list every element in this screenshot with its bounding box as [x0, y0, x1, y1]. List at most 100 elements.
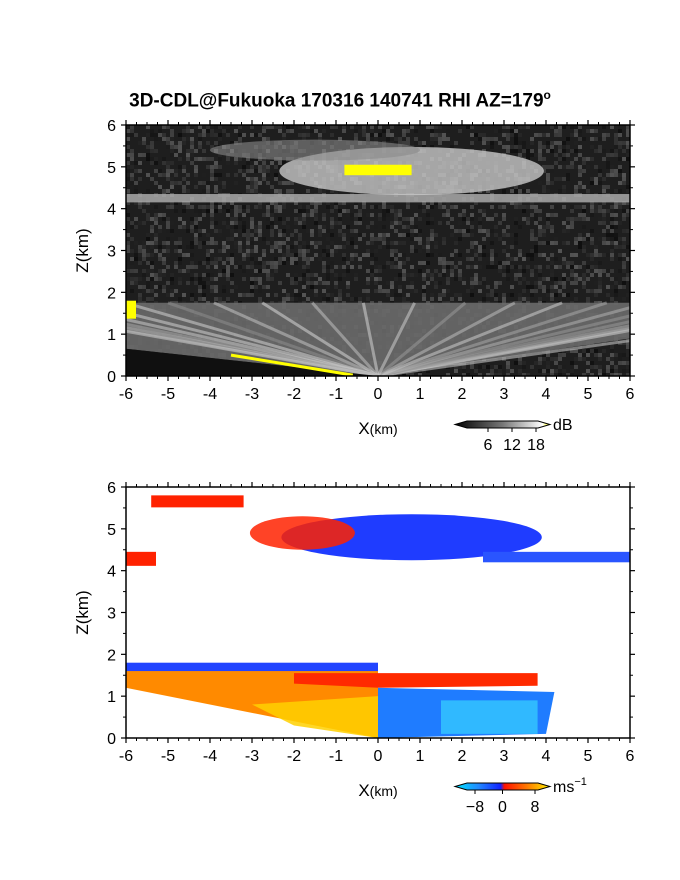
noise-cell	[270, 125, 274, 129]
noise-cell	[330, 241, 334, 245]
noise-cell	[314, 213, 318, 217]
noise-cell	[174, 153, 178, 157]
noise-cell	[506, 233, 510, 237]
noise-cell	[254, 249, 258, 253]
noise-cell	[274, 165, 278, 169]
noise-cell	[486, 365, 490, 369]
noise-cell	[578, 225, 582, 229]
noise-cell	[298, 209, 302, 213]
noise-cell	[190, 137, 194, 141]
noise-cell	[418, 261, 422, 265]
noise-cell	[446, 261, 450, 265]
noise-cell	[610, 213, 614, 217]
noise-cell	[154, 181, 158, 185]
noise-cell	[478, 265, 482, 269]
noise-cell	[246, 245, 250, 249]
velocity-field	[126, 487, 630, 738]
noise-cell	[166, 189, 170, 193]
noise-cell	[610, 369, 614, 373]
noise-cell	[514, 137, 518, 141]
noise-cell	[142, 201, 146, 205]
noise-cell	[390, 125, 394, 129]
noise-cell	[546, 225, 550, 229]
noise-cell	[594, 137, 598, 141]
noise-cell	[566, 349, 570, 353]
noise-cell	[262, 173, 266, 177]
noise-cell	[610, 249, 614, 253]
noise-cell	[170, 201, 174, 205]
noise-cell	[266, 213, 270, 217]
noise-cell	[234, 181, 238, 185]
noise-cell	[626, 349, 630, 353]
noise-cell	[414, 229, 418, 233]
noise-cell	[458, 237, 462, 241]
noise-cell	[330, 293, 334, 297]
noise-cell	[310, 201, 314, 205]
noise-cell	[294, 257, 298, 261]
noise-cell	[318, 233, 322, 237]
noise-cell	[450, 253, 454, 257]
noise-cell	[490, 241, 494, 245]
noise-cell	[214, 161, 218, 165]
noise-cell	[622, 261, 626, 265]
noise-cell	[126, 145, 130, 149]
noise-cell	[538, 285, 542, 289]
noise-cell	[182, 137, 186, 141]
fan-ray	[377, 301, 563, 376]
noise-cell	[186, 157, 190, 161]
noise-cell	[342, 129, 346, 133]
noise-cell	[558, 177, 562, 181]
noise-cell	[602, 373, 606, 376]
noise-cell	[354, 201, 358, 205]
noise-cell	[450, 265, 454, 269]
noise-cell	[538, 361, 542, 365]
noise-cell	[158, 185, 162, 189]
noise-cell	[246, 161, 250, 165]
noise-cell	[542, 285, 546, 289]
noise-cell	[242, 173, 246, 177]
noise-cell	[466, 257, 470, 261]
noise-cell	[398, 261, 402, 265]
noise-cell	[134, 253, 138, 257]
noise-cell	[226, 225, 230, 229]
noise-cell	[390, 253, 394, 257]
x-tick-label: -5	[161, 748, 175, 765]
noise-cell	[178, 157, 182, 161]
noise-cell	[442, 289, 446, 293]
noise-cell	[210, 201, 214, 205]
noise-cell	[202, 181, 206, 185]
noise-cell	[490, 141, 494, 145]
noise-cell	[610, 217, 614, 221]
noise-cell	[278, 261, 282, 265]
noise-cell	[466, 229, 470, 233]
noise-cell	[338, 213, 342, 217]
noise-cell	[554, 241, 558, 245]
colorbar-unit: ms−1	[553, 776, 587, 796]
noise-cell	[558, 249, 562, 253]
noise-cell	[550, 269, 554, 273]
noise-cell	[178, 297, 182, 301]
noise-cell	[522, 209, 526, 213]
noise-cell	[126, 185, 130, 189]
noise-cell	[286, 257, 290, 261]
noise-cell	[302, 285, 306, 289]
noise-cell	[254, 237, 258, 241]
y-tick-label: 5	[107, 522, 116, 539]
noise-cell	[366, 133, 370, 137]
noise-cell	[338, 137, 342, 141]
noise-cell	[218, 157, 222, 161]
noise-cell	[622, 157, 626, 161]
noise-cell	[430, 221, 434, 225]
noise-cell	[622, 265, 626, 269]
noise-cell	[506, 365, 510, 369]
noise-cell	[354, 137, 358, 141]
noise-cell	[142, 245, 146, 249]
noise-cell	[298, 217, 302, 221]
noise-cell	[174, 265, 178, 269]
noise-cell	[534, 133, 538, 137]
noise-cell	[266, 173, 270, 177]
noise-cell	[182, 293, 186, 297]
noise-cell	[566, 229, 570, 233]
noise-cell	[570, 157, 574, 161]
noise-cell	[486, 217, 490, 221]
